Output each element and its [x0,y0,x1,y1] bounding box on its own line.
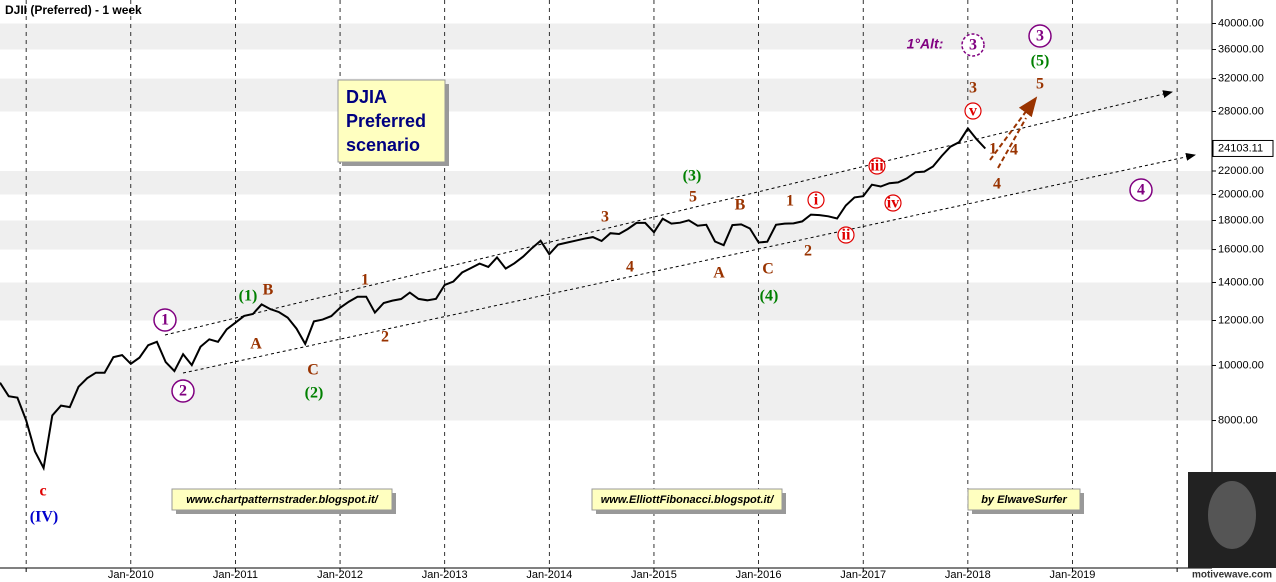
y-tick-label: 22000.00 [1218,165,1264,177]
wave-circle [1129,178,1153,202]
chart-title: DJII (Preferred) - 1 week [5,3,142,17]
wave-label: i [814,192,819,209]
wave-label: 1°Alt: [907,36,944,52]
wave-label: 5 [689,189,697,206]
y-tick-label: 20000.00 [1218,188,1264,200]
x-tick-label: Jan-2019 [1050,569,1096,581]
link-box [967,488,1081,511]
band [0,220,1212,250]
projection-arrow [997,117,1027,169]
wave-label: 2 [804,243,812,260]
x-tick-label: Jan-2017 [840,569,886,581]
wave-circle [884,194,902,212]
wave-label: 2 [179,383,187,400]
x-tick-label: Jan-2016 [736,569,782,581]
wave-label: 1 [161,312,169,329]
band [0,365,1212,421]
wave-circle [837,226,855,244]
price-line [0,126,987,472]
wave-circle [964,102,982,120]
wave-label: (4) [760,288,779,305]
wave-circle [153,308,177,332]
y-tick-label: 40000.00 [1218,17,1264,29]
link-box [591,488,783,511]
wave-circle [1028,24,1052,48]
y-tick-label: 14000.00 [1218,276,1264,288]
x-tick-label: Jan-2014 [526,569,572,581]
wave-label: (3) [683,168,702,185]
y-tick-label: 10000.00 [1218,359,1264,371]
wave-label: B [735,197,746,214]
wave-label: 4 [1137,182,1145,199]
wave-circle [807,191,825,209]
x-tick-label: Jan-2012 [317,569,363,581]
wave-label: c [39,483,46,500]
wave-label: 1 [361,272,369,289]
link-text: www.chartpatternstrader.blogspot.it/ [186,494,379,506]
x-tick-label: Jan-2018 [945,569,991,581]
background-bands [0,23,1212,421]
wave-label: 3 [1036,28,1044,45]
y-tick-label: 8000.00 [1218,414,1258,426]
y-tick-label: 32000.00 [1218,72,1264,84]
band [0,23,1212,50]
watermark: motivewave.com [1192,570,1272,581]
wave-label: (1) [239,288,258,305]
x-tick-label: Jan-2013 [422,569,468,581]
band [0,282,1212,321]
wave-label: C [307,362,319,379]
channel-lower [182,152,1196,374]
wave-label: iii [870,158,884,175]
x-tick-label: Jan-2015 [631,569,677,581]
last-price-label: 24103.11 [1218,142,1263,154]
wave-label: 2 [381,329,389,346]
wave-circle [961,33,985,57]
logo-image [1208,481,1256,549]
y-tick-label: 12000.00 [1218,314,1264,326]
wave-label: 4 [993,176,1001,193]
wave-label: 3 [969,37,977,54]
wave-label: (5) [1031,53,1050,70]
grid [25,0,1178,568]
wave-label: (2) [305,385,324,402]
wave-label: B [263,282,274,299]
wave-label: 1 [786,193,794,210]
y-tick-label: 36000.00 [1218,43,1264,55]
wave-label: 3 [969,80,977,97]
x-tick-label: Jan-2011 [213,569,258,581]
y-tick-label: 18000.00 [1218,214,1264,226]
link-box [171,488,393,511]
wave-label: v [969,103,977,120]
scenario-text: Preferred [346,111,426,131]
wave-label: A [250,336,262,353]
wave-label: 3 [601,209,609,226]
wave-label: ii [842,227,851,244]
annotations: c(IV)12(1) BAC(2)1234(3)5ABC(4)12iiiiiiiv… [30,24,1153,526]
wave-label: 4 [626,259,634,276]
channel-upper [164,90,1173,336]
wave-label: 4 [1010,142,1018,159]
wave-label: A [713,265,725,282]
wave-label: iv [887,195,899,212]
wave-circle [868,157,886,175]
wave-label: 1 [989,141,997,158]
scenario-text: DJIA [346,87,387,107]
link-text: www.ElliottFibonacci.blogspot.it/ [601,494,775,506]
y-tick-label: 16000.00 [1218,243,1264,255]
band [0,78,1212,112]
wave-circle [171,379,195,403]
wave-label: C [762,261,774,278]
y-tick-label: 28000.00 [1218,105,1264,117]
scenario-box [337,79,446,163]
wave-label: 5 [1036,76,1044,93]
scenario-text: scenario [346,135,420,155]
link-text: by ElwaveSurfer [981,494,1067,506]
projection-arrow [989,96,1038,161]
wave-label: (IV) [30,509,58,526]
price-series [0,126,987,472]
axes: 8000.00 10000.00 12000.00 14000.00 16000.00 1… [25,17,1274,581]
x-tick-label: Jan-2010 [108,569,154,581]
last-price-box [1212,139,1274,157]
